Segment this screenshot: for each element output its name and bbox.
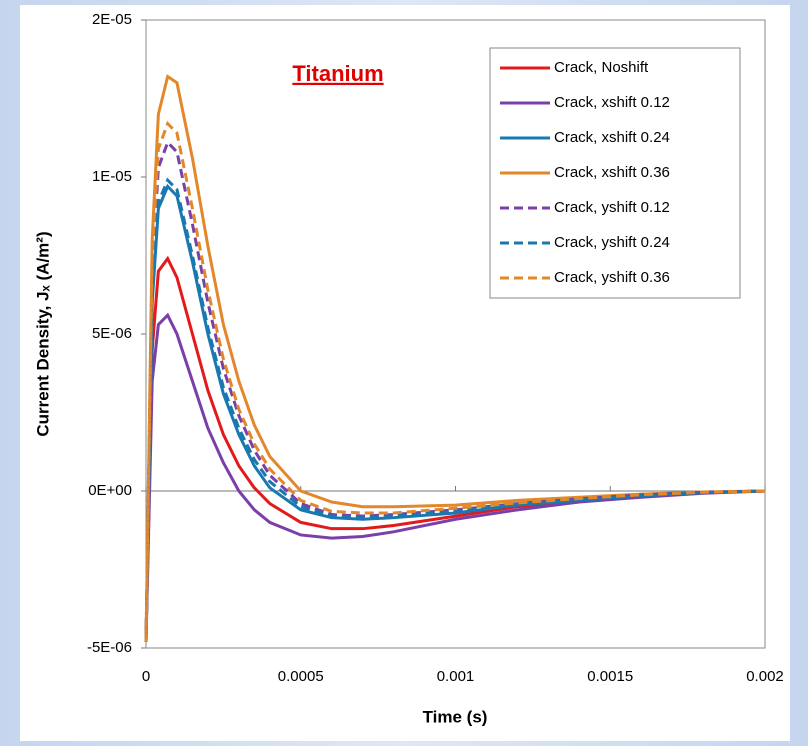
y-tick-label: 0E+00	[88, 482, 132, 499]
x-tick-label: 0.001	[437, 668, 475, 685]
legend-label: Crack, xshift 0.12	[554, 94, 670, 111]
x-tick-label: 0.0015	[587, 668, 633, 685]
y-tick-label: -5E-06	[87, 639, 132, 656]
legend-label: Crack, Noshift	[554, 59, 649, 76]
y-axis-label: Current Density, Jₓ (A/m²)	[33, 231, 52, 436]
legend-label: Crack, yshift 0.12	[554, 199, 670, 216]
legend-label: Crack, xshift 0.24	[554, 129, 670, 146]
legend-label: Crack, yshift 0.36	[554, 269, 670, 286]
y-tick-label: 2E-05	[92, 11, 132, 28]
x-tick-label: 0	[142, 668, 150, 685]
legend-label: Crack, xshift 0.36	[554, 164, 670, 181]
y-tick-label: 5E-06	[92, 325, 132, 342]
legend-label: Crack, yshift 0.24	[554, 234, 670, 251]
series-line	[144, 74, 766, 642]
chart-title: Titanium	[292, 61, 383, 86]
x-axis-label: Time (s)	[423, 707, 488, 726]
series-line	[144, 177, 766, 642]
series-line	[144, 120, 766, 642]
x-tick-label: 0.002	[746, 668, 784, 685]
y-tick-label: 1E-05	[92, 168, 132, 185]
x-tick-label: 0.0005	[278, 668, 324, 685]
series-line	[144, 312, 766, 642]
